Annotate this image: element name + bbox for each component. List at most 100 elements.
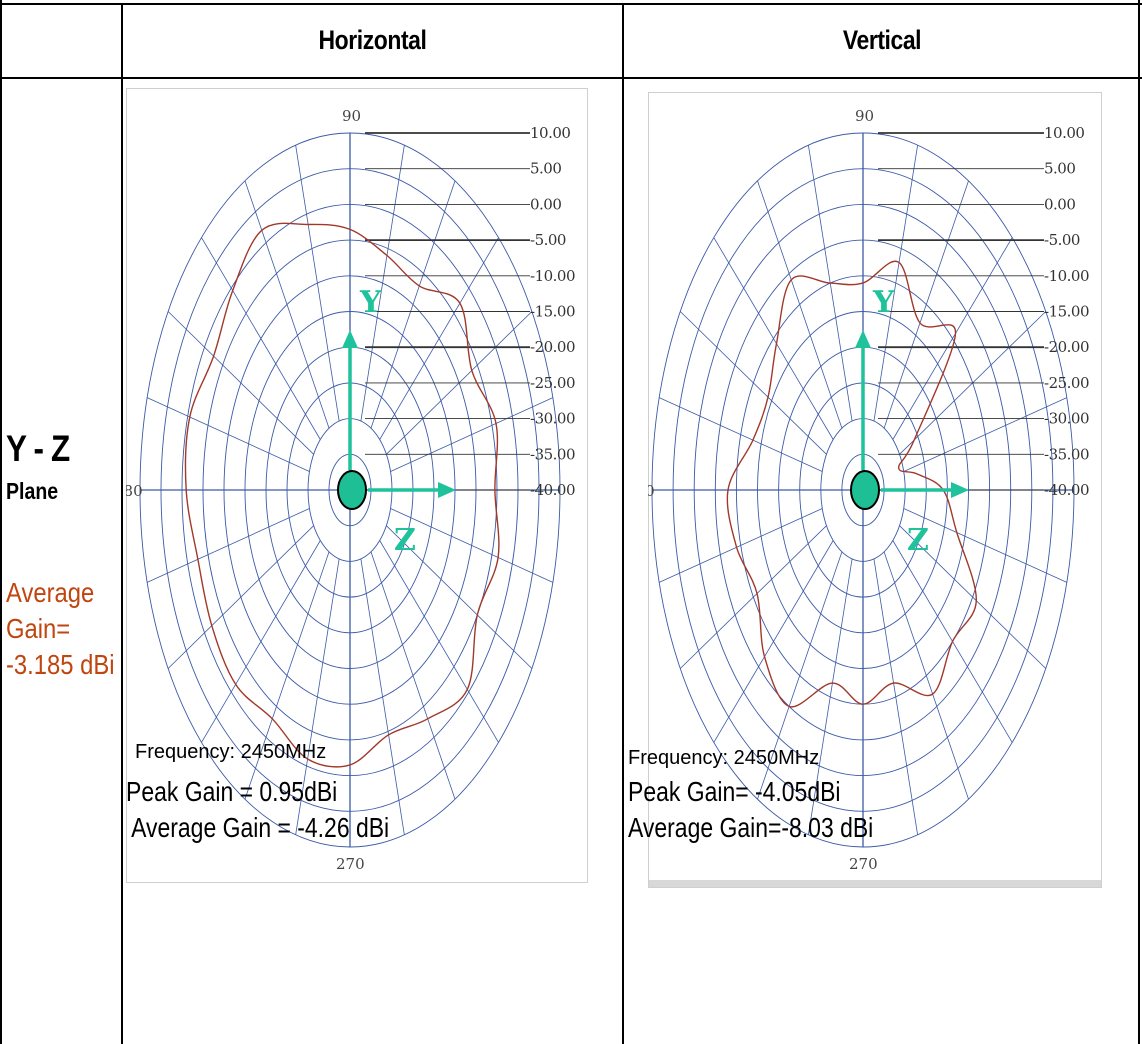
column-header-horizontal: Horizontal: [318, 25, 427, 55]
average-gain-horizontal: Average Gain = -4.26 dBi: [126, 812, 390, 843]
polar-chart-vertical: 10.00 5.00 0.00 -5.00 -10.00 -15.00 -20.00 -25.…: [648, 92, 1102, 888]
polar-plot-vertical: 10.00 5.00 0.00 -5.00 -10.00 -15.00 -20.00 -25.…: [648, 92, 1102, 888]
grid-spoke: [386, 525, 533, 669]
peak-gain-horizontal: Peak Gain = 0.95dBi: [126, 776, 338, 807]
r-tick-label: -15.00: [530, 303, 575, 321]
z-axis-label: Z: [907, 523, 929, 558]
r-tick-label: 10.00: [1044, 124, 1084, 142]
column-header-vertical: Vertical: [842, 25, 922, 55]
plot-bottom-bar: [648, 880, 1102, 888]
grid-spoke: [201, 237, 321, 440]
grid-spoke: [379, 540, 499, 743]
grid-spoke: [244, 180, 330, 429]
r-tick-label: -15.00: [1044, 303, 1089, 321]
grid-spoke: [360, 558, 405, 835]
angle-label-270: 270: [849, 855, 878, 873]
r-tick-label: -25.00: [530, 374, 575, 392]
grid-spoke: [757, 551, 843, 800]
r-tick-label: 0.00: [1044, 195, 1075, 213]
r-tick-label: 5.00: [530, 160, 561, 178]
r-tick-label: -20.00: [530, 338, 575, 356]
peak-gain-vertical: Peak Gain= -4.05dBi: [628, 776, 841, 807]
grid-spoke: [679, 525, 827, 669]
y-axis-label: Y: [872, 285, 895, 320]
grid-spoke: [379, 237, 499, 440]
grid-spoke: [713, 237, 834, 440]
plot-border: [648, 92, 1102, 888]
column-divider-2: [622, 3, 624, 1044]
plane-title: Y - Z: [6, 428, 70, 469]
r-tick-label: 5.00: [1044, 160, 1075, 178]
plane-average-gain: Average Gain= -3.185 dBi: [6, 575, 114, 683]
r-tick-label: -40.00: [530, 481, 575, 499]
z-axis-label: Z: [394, 523, 416, 558]
pattern-trace: [726, 260, 978, 708]
frequency-label-horizontal: Frequency: 2450MHz: [135, 741, 327, 763]
r-tick-label: 10.00: [530, 124, 570, 142]
angle-label-90: 90: [342, 107, 361, 125]
angle-label-90: 90: [855, 107, 874, 125]
origin-dot: [337, 470, 367, 510]
grid-spoke: [360, 145, 405, 422]
grid-spoke: [295, 558, 340, 835]
r-tick-label: -30.00: [530, 410, 575, 428]
angle-label-180: 180: [648, 482, 655, 500]
y-axis-arrowhead: [855, 330, 871, 348]
grid-spoke: [167, 525, 314, 669]
grid-spoke: [659, 397, 823, 472]
grid-spoke: [146, 397, 310, 472]
grid-spoke: [883, 551, 969, 800]
plane-subtitle: Plane: [6, 478, 59, 504]
r-tick-label: -35.00: [530, 445, 575, 463]
table-top-border: [0, 3, 1142, 5]
pattern-trace: [184, 222, 500, 768]
r-tick-label: -10.00: [530, 267, 575, 285]
grid-spoke: [370, 551, 456, 800]
grid-spoke: [873, 558, 919, 835]
angle-label-180: 180: [126, 482, 143, 500]
z-axis-arrowhead: [438, 482, 456, 498]
grid-spoke: [167, 311, 314, 455]
r-tick-label: -40.00: [1044, 481, 1089, 499]
plot-border: [126, 88, 588, 883]
plane-average-label: Average: [6, 577, 95, 608]
grid-spoke: [807, 558, 853, 835]
grid-spoke: [295, 145, 340, 422]
grid-spoke: [679, 311, 827, 455]
grid-spoke: [713, 540, 834, 743]
grid-spoke: [244, 551, 330, 800]
frequency-label-vertical: Frequency: 2450MHz: [628, 747, 820, 769]
y-axis-label: Y: [359, 285, 382, 320]
grid-spoke: [899, 525, 1047, 669]
column-divider-1: [121, 3, 123, 1044]
z-axis-arrowhead: [951, 482, 969, 498]
r-tick-label: 0.00: [530, 195, 561, 213]
grid-spoke: [873, 145, 919, 422]
grid-spoke: [892, 237, 1013, 440]
header-divider: [0, 77, 1142, 79]
r-tick-label: -10.00: [1044, 267, 1089, 285]
plane-average-value: -3.185 dBi: [6, 649, 115, 680]
grid-spoke: [903, 508, 1067, 583]
grid-spoke: [390, 508, 554, 583]
r-tick-label: -20.00: [1044, 338, 1089, 356]
r-tick-label: -5.00: [530, 231, 566, 249]
r-tick-label: -35.00: [1044, 445, 1089, 463]
grid-spoke: [201, 540, 321, 743]
r-tick-label: -30.00: [1044, 410, 1089, 428]
grid-spoke: [146, 508, 310, 583]
polar-plot-horizontal: 10.00 5.00 0.00 -5.00 -10.00 -15.00 -20.00 -25.…: [126, 88, 588, 883]
r-tick-label: -5.00: [1044, 231, 1080, 249]
average-gain-vertical: Average Gain=-8.03 dBi: [628, 812, 874, 843]
grid-spoke: [370, 180, 456, 429]
origin-dot: [850, 470, 880, 510]
grid-spoke: [757, 180, 843, 429]
grid-spoke: [390, 397, 554, 472]
r-tick-label: -25.00: [1044, 374, 1089, 392]
polar-chart-horizontal: 10.00 5.00 0.00 -5.00 -10.00 -15.00 -20.00 -25.…: [126, 88, 588, 883]
angle-label-270: 270: [336, 855, 365, 873]
plane-average-label-2: Gain=: [6, 613, 71, 644]
grid-spoke: [659, 508, 823, 583]
grid-spoke: [883, 180, 969, 429]
